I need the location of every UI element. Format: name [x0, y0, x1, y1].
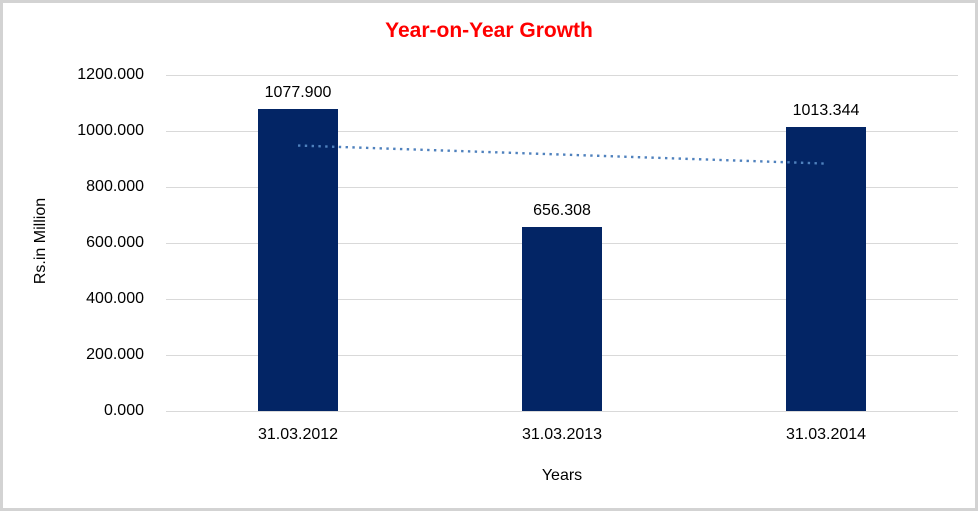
gridline — [166, 130, 958, 132]
y-axis-tick-label: 800.000 — [86, 178, 144, 195]
plot-area: 1077.900 656.308 1013.344 — [166, 74, 958, 412]
x-axis-tick-label: 31.03.2013 — [521, 426, 603, 443]
y-axis-tick-label: 200.000 — [86, 346, 144, 363]
y-axis-tick-label: 600.000 — [86, 234, 144, 251]
x-axis-title: Years — [541, 467, 583, 484]
bar-value-label: 1077.900 — [264, 84, 332, 102]
gridline — [166, 410, 958, 412]
bar-value-label: 656.308 — [533, 202, 591, 220]
bar-31.03.2012 — [258, 109, 338, 411]
y-axis-tick-label: 1000.000 — [77, 122, 144, 139]
gridline — [166, 74, 958, 76]
bar-value-label: 1013.344 — [792, 102, 860, 120]
gridline — [166, 186, 958, 188]
bar-31.03.2013 — [522, 227, 602, 411]
y-axis-tick-label: 400.000 — [86, 290, 144, 307]
x-axis-tick-label: 31.03.2014 — [785, 426, 867, 443]
bar-31.03.2014 — [786, 127, 866, 411]
y-axis-tick-label: 0.000 — [103, 402, 144, 419]
y-axis-tick-label: 1200.000 — [77, 66, 144, 83]
x-axis-tick-label: 31.03.2012 — [257, 426, 339, 443]
y-axis-title: Rs.in Million — [32, 197, 49, 285]
trendline — [297, 144, 827, 165]
chart-title: Year-on-Year Growth — [385, 19, 593, 42]
